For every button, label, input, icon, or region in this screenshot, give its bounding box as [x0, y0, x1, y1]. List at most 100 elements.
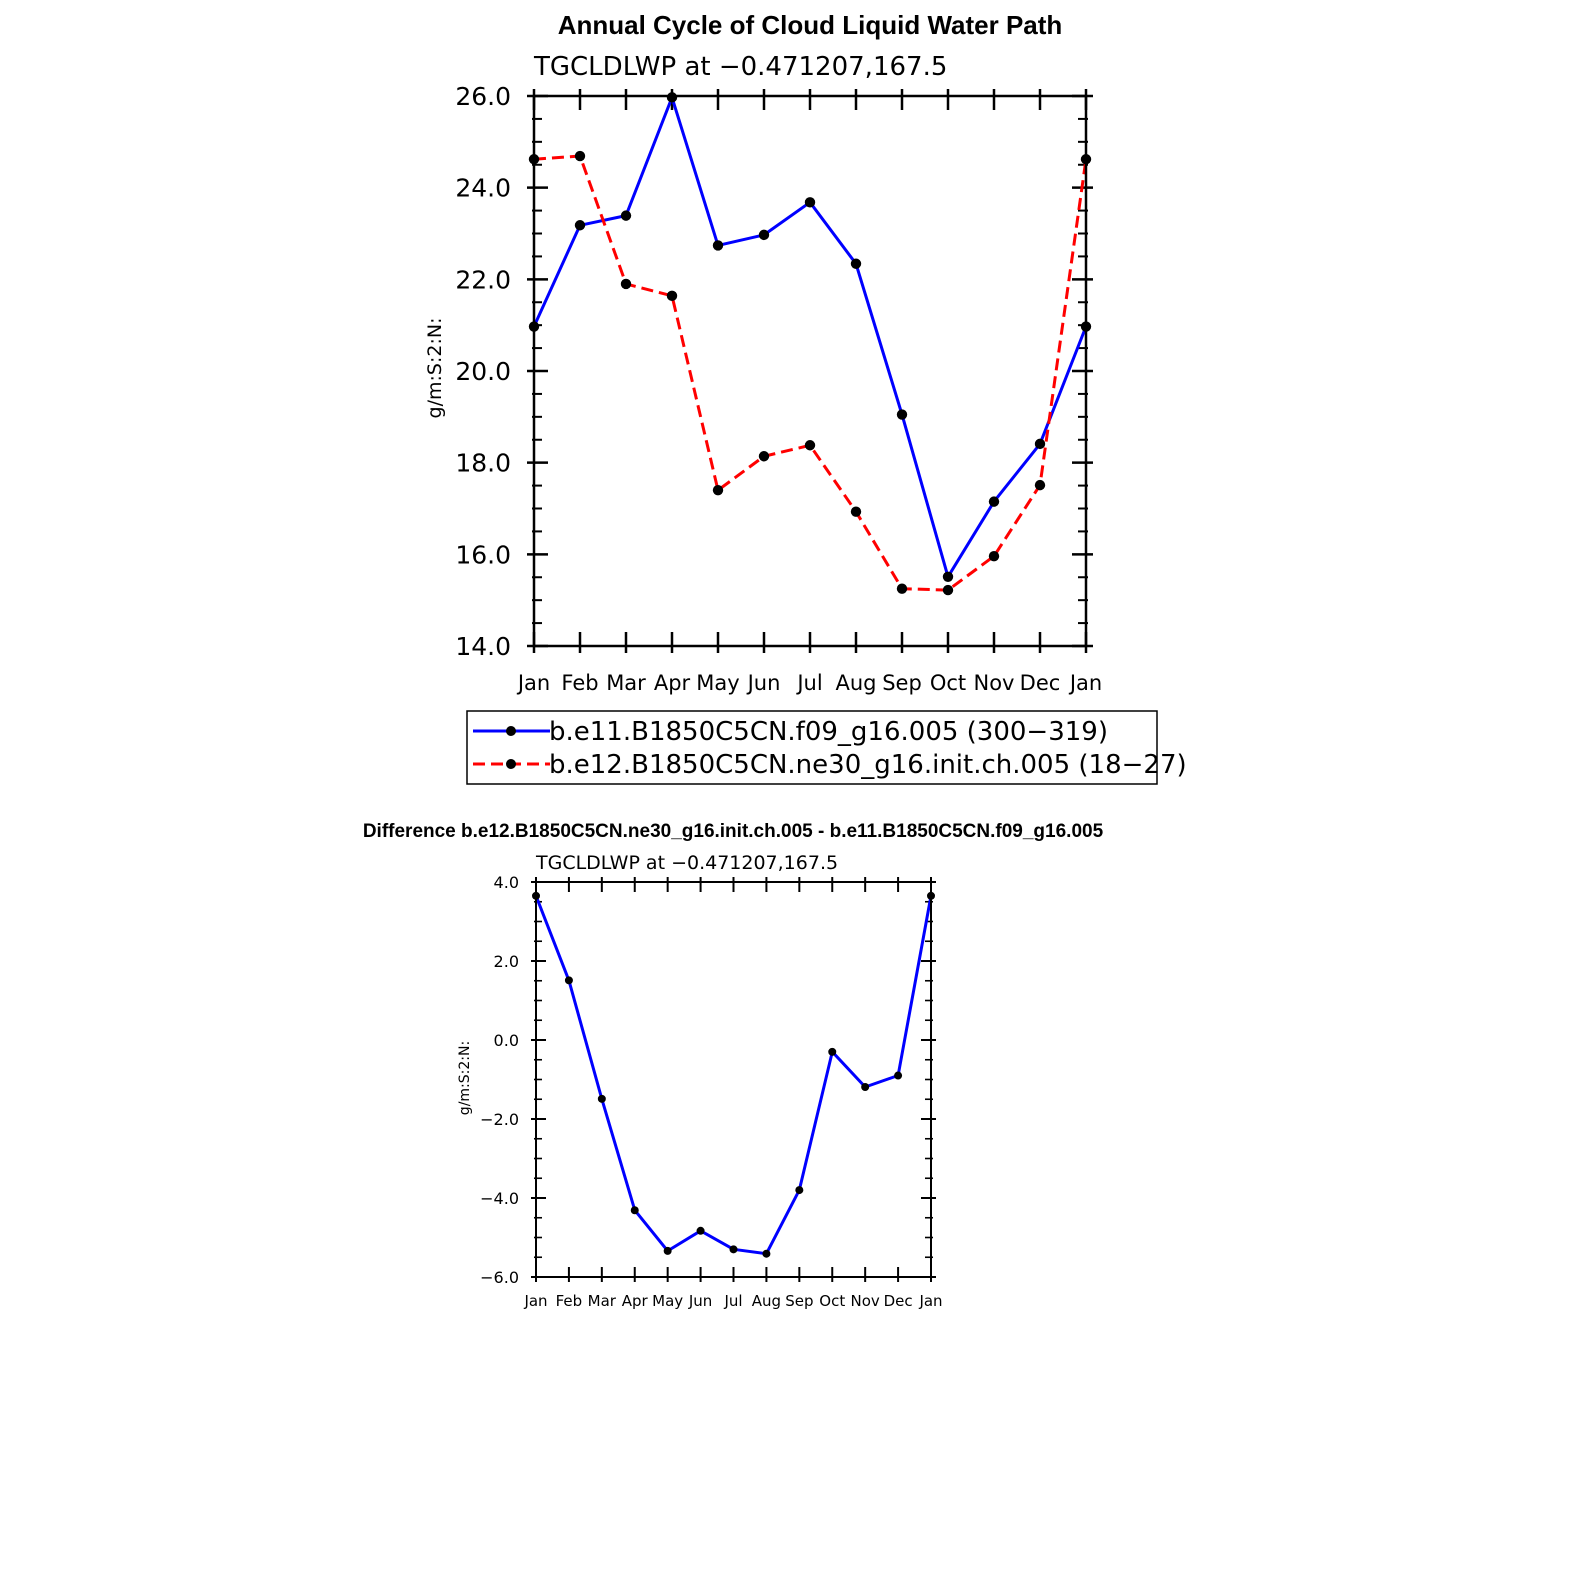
- x-tick-label: Jan: [523, 1292, 547, 1310]
- annual-cycle-chart: Annual Cycle of Cloud Liquid Water Path …: [424, 10, 1187, 785]
- axis-ticks: [531, 877, 936, 1282]
- data-point: [696, 1226, 705, 1235]
- data-point: [896, 409, 908, 420]
- y-tick-labels: −6.0 −4.0 −2.0 0.0 2.0 4.0: [480, 873, 519, 1287]
- y-tick-label: 0.0: [494, 1031, 519, 1050]
- x-tick-label: Mar: [606, 671, 646, 695]
- difference-chart: Difference b.e12.B1850C5CN.ne30_g16.init…: [363, 821, 1104, 1310]
- data-point: [1034, 479, 1046, 491]
- x-tick-label: Jul: [723, 1292, 742, 1310]
- y-tick-label: −6.0: [480, 1268, 519, 1287]
- data-point: [574, 150, 586, 162]
- difference-subtitle: TGCLDLWP at −0.471207,167.5: [535, 852, 838, 874]
- chart-title: Annual Cycle of Cloud Liquid Water Path: [558, 10, 1063, 40]
- x-tick-label: Feb: [561, 671, 598, 695]
- data-point: [663, 1246, 672, 1255]
- data-point: [712, 240, 724, 251]
- series-group: [528, 92, 1092, 596]
- difference-title: Difference b.e12.B1850C5CN.ne30_g16.init…: [363, 821, 1104, 842]
- x-tick-label: Jun: [746, 671, 781, 695]
- x-tick-label: Aug: [835, 671, 876, 695]
- y-axis-label: g/m:S:2:N:: [424, 318, 446, 419]
- data-point: [729, 1245, 738, 1254]
- data-point: [988, 550, 1000, 562]
- data-point: [666, 92, 678, 103]
- axis-ticks: [527, 89, 1093, 653]
- data-point: [850, 258, 862, 269]
- series-group: [532, 891, 935, 1258]
- series-line-1: [532, 95, 1088, 579]
- data-point: [712, 484, 724, 496]
- data-point: [942, 571, 954, 582]
- data-point: [574, 220, 586, 231]
- data-point: [758, 229, 770, 241]
- y-tick-label: −4.0: [480, 1189, 519, 1208]
- x-tick-label: Apr: [622, 1292, 649, 1310]
- data-point: [894, 1071, 903, 1080]
- y-tick-label: 2.0: [494, 952, 519, 971]
- y-tick-label: −2.0: [480, 1110, 519, 1129]
- legend-marker: [506, 726, 516, 736]
- x-tick-labels: Jan Feb Mar Apr May Jun Jul Aug Sep Oct Nov Dec Jan: [523, 1292, 942, 1310]
- x-tick-label: Feb: [556, 1292, 583, 1310]
- data-point: [620, 210, 632, 221]
- x-tick-label: Sep: [882, 671, 922, 695]
- y-tick-labels: 14.0 16.0 18.0 20.0 22.0 24.0 26.0: [455, 82, 511, 661]
- y-tick-label: 4.0: [494, 873, 519, 892]
- x-tick-label: Oct: [819, 1292, 845, 1310]
- data-point: [861, 1083, 870, 1092]
- data-point: [896, 583, 908, 594]
- difference-y-axis-label: g/m:S:2:N:: [457, 1041, 473, 1115]
- data-point: [795, 1186, 804, 1195]
- data-point: [942, 584, 954, 596]
- x-tick-label: Apr: [654, 671, 691, 695]
- data-point: [758, 451, 770, 462]
- plot-frame: [532, 94, 1088, 648]
- data-point: [762, 1249, 771, 1258]
- y-tick-label: 20.0: [455, 357, 511, 386]
- x-tick-label: Jan: [918, 1292, 942, 1310]
- legend-entry-2: b.e12.B1850C5CN.ne30_g16.init.ch.005 (18…: [549, 750, 1187, 780]
- x-tick-label: Jun: [688, 1292, 712, 1310]
- y-tick-label: 18.0: [455, 449, 511, 478]
- x-tick-label: Aug: [752, 1292, 781, 1310]
- y-tick-label: 26.0: [455, 82, 511, 111]
- legend-marker: [506, 759, 516, 769]
- x-tick-label: Mar: [588, 1292, 617, 1310]
- x-tick-label: May: [652, 1292, 683, 1310]
- y-tick-label: 24.0: [455, 174, 511, 203]
- x-tick-label: Jul: [795, 671, 822, 695]
- data-point: [1034, 438, 1046, 450]
- series-line-1: [534, 895, 933, 1256]
- data-point: [666, 290, 678, 302]
- chart-subtitle: TGCLDLWP at −0.471207,167.5: [533, 52, 947, 82]
- legend-box: [466, 710, 1158, 785]
- x-tick-label: Jan: [516, 671, 550, 695]
- data-point: [564, 976, 573, 985]
- data-point: [850, 506, 862, 517]
- data-point: [630, 1206, 639, 1215]
- x-tick-label: Dec: [1020, 671, 1061, 695]
- y-tick-label: 16.0: [455, 540, 511, 569]
- data-point: [988, 496, 1000, 507]
- y-tick-label: 22.0: [455, 265, 511, 294]
- x-tick-label: Nov: [974, 671, 1015, 695]
- x-tick-labels: Jan Feb Mar Apr May Jun Jul Aug Sep Oct Nov Dec Jan: [516, 671, 1102, 695]
- x-tick-label: May: [696, 671, 739, 695]
- legend: b.e11.B1850C5CN.f09_g16.005 (300−319) b.…: [466, 710, 1187, 785]
- x-tick-label: Jan: [1068, 671, 1102, 695]
- legend-entry-1: b.e11.B1850C5CN.f09_g16.005 (300−319): [549, 717, 1108, 747]
- x-tick-label: Nov: [851, 1292, 880, 1310]
- data-point: [597, 1094, 606, 1103]
- series-line-2: [533, 154, 1088, 592]
- data-point: [828, 1047, 837, 1056]
- x-tick-label: Sep: [785, 1292, 813, 1310]
- x-tick-label: Dec: [884, 1292, 913, 1310]
- difference-plot-frame: [535, 881, 932, 1278]
- data-point: [804, 197, 816, 208]
- data-point: [620, 278, 632, 290]
- data-point: [804, 440, 816, 451]
- y-tick-label: 14.0: [455, 632, 511, 661]
- x-tick-label: Oct: [930, 671, 966, 695]
